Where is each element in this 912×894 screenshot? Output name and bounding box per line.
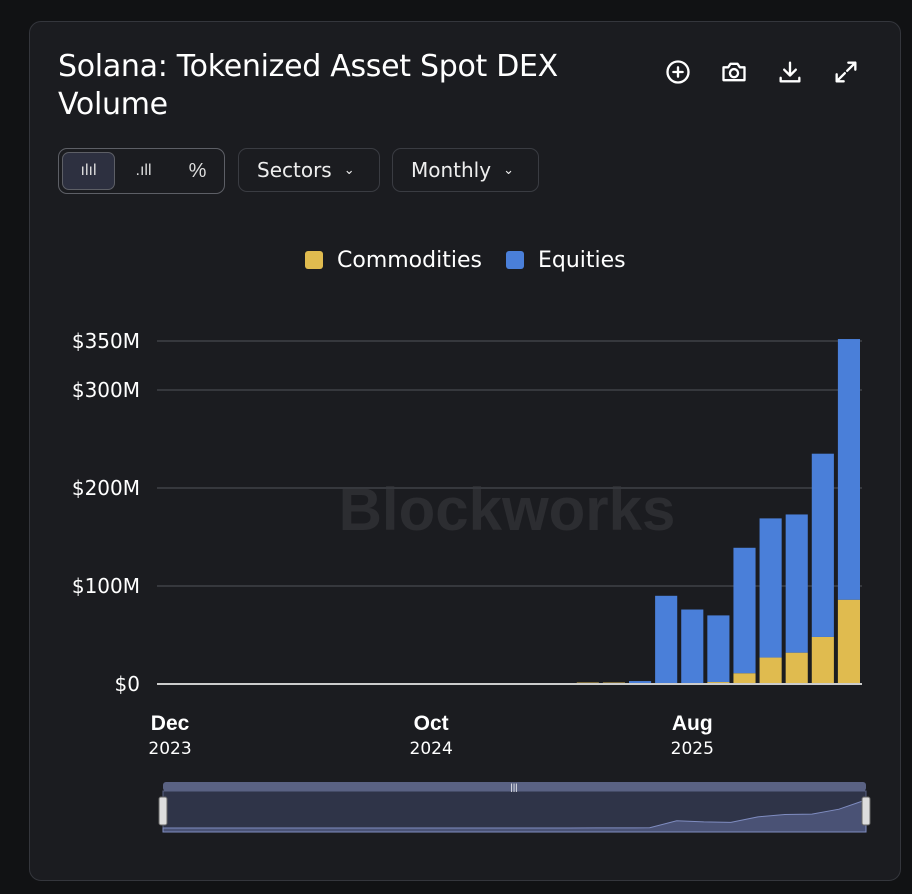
navigator-scrollbar[interactable] [163, 782, 866, 791]
bar-equities [837, 339, 860, 600]
bar-commodities [811, 636, 834, 684]
bar-commodities [759, 657, 782, 684]
legend-equities[interactable]: Equities [505, 248, 626, 273]
interval-dropdown[interactable]: Monthly ⌄ [392, 148, 539, 192]
legend-label: Commodities [337, 248, 482, 273]
bar-equities [707, 615, 730, 683]
x-tick-month: Aug [672, 712, 713, 735]
bar-equities [811, 453, 834, 637]
x-tick-month: Oct [414, 712, 449, 735]
sectors-label: Sectors [257, 158, 332, 182]
camera-icon[interactable] [720, 58, 748, 86]
stacked-bar-icon[interactable]: .ıll [135, 162, 152, 179]
bar-chart-icon[interactable]: ılıl [62, 152, 115, 190]
bar-commodities [837, 599, 860, 684]
percent-icon[interactable]: % [188, 159, 207, 182]
chart-card [29, 21, 901, 881]
x-tick-month: Dec [151, 712, 190, 735]
bar-equities [733, 547, 756, 674]
x-tick-year: 2024 [410, 739, 453, 759]
chart-title: Solana: Tokenized Asset Spot DEX Volume [58, 49, 558, 122]
legend-label: Equities [537, 248, 626, 273]
plus-circle-icon[interactable] [664, 58, 692, 86]
bar-equities [785, 514, 808, 653]
y-tick-label: $100M [72, 574, 140, 598]
watermark: Blockworks [339, 476, 676, 543]
legend-commodities[interactable]: Commodities [305, 248, 482, 273]
y-tick-label: $0 [115, 672, 140, 696]
bar-commodities [733, 673, 756, 684]
download-icon[interactable] [776, 58, 804, 86]
legend: Commodities Equities [305, 248, 626, 273]
bar-equities [759, 518, 782, 658]
x-tick-year: 2025 [671, 739, 714, 759]
expand-icon[interactable] [832, 58, 860, 86]
bar-equities [681, 609, 704, 684]
x-tick-year: 2023 [148, 739, 191, 759]
y-tick-label: $300M [72, 378, 140, 402]
sectors-dropdown[interactable]: Sectors ⌄ [238, 148, 380, 192]
navigator-handle[interactable] [861, 796, 871, 826]
navigator-grip-icon: ||| [510, 782, 517, 792]
y-tick-label: $200M [72, 476, 140, 500]
chevron-down-icon: ⌄ [343, 162, 355, 178]
bar-equities [655, 595, 678, 684]
chevron-down-icon: ⌄ [503, 162, 514, 178]
interval-label: Monthly [411, 158, 492, 182]
chart-mode-toggle: ılıl .ıll % [58, 148, 225, 194]
y-tick-label: $350M [72, 329, 140, 353]
navigator-handle[interactable] [158, 796, 168, 826]
bar-equities [629, 681, 652, 684]
bar-commodities [785, 652, 808, 684]
navigator-series [162, 799, 867, 833]
